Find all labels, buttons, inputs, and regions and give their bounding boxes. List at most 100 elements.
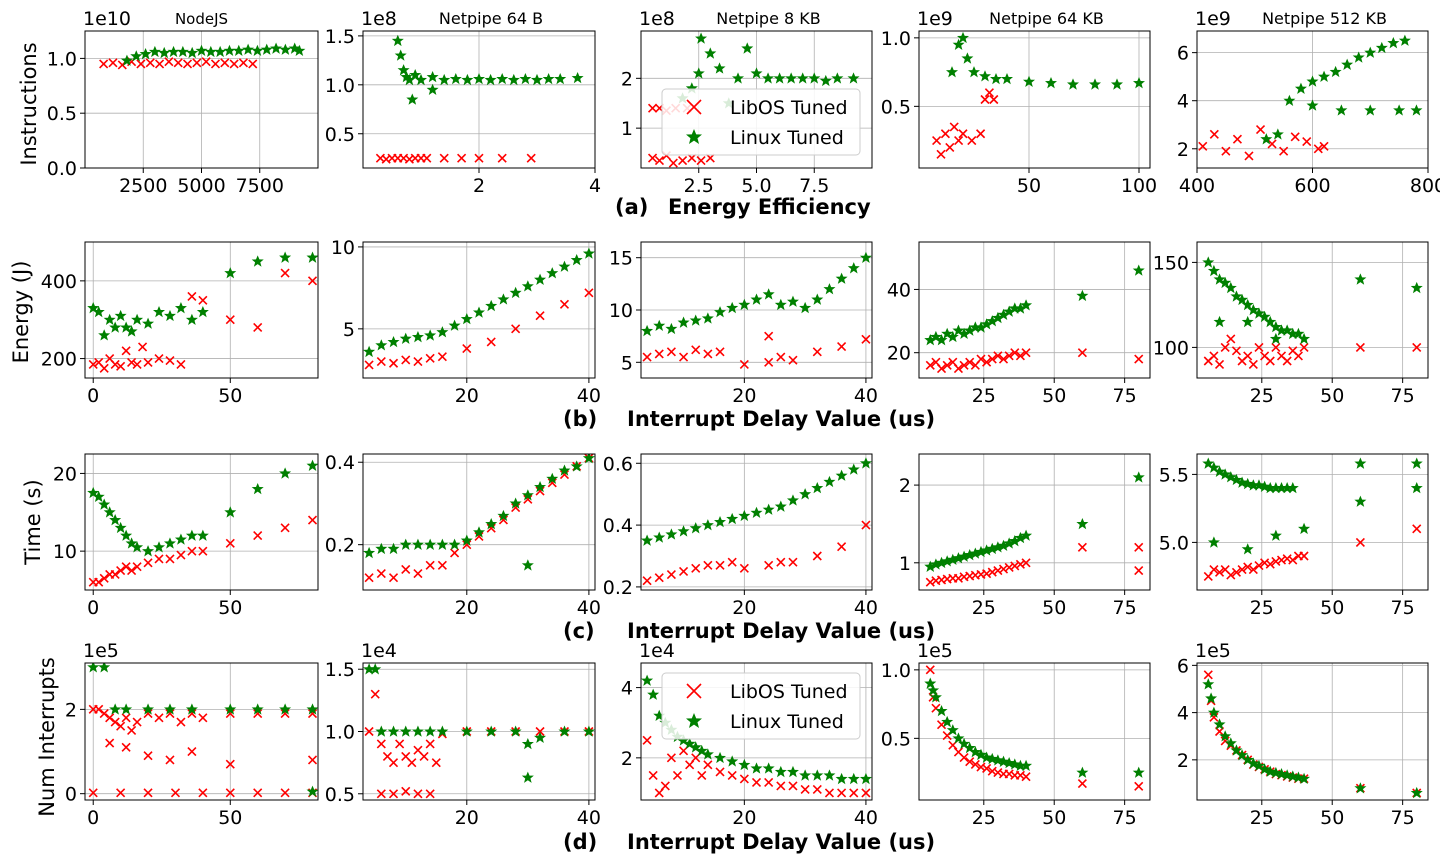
- point-stroke: [1248, 565, 1258, 575]
- point-stroke: [1209, 129, 1219, 139]
- point-libos: [1134, 566, 1144, 576]
- point-linux: [558, 725, 571, 737]
- point-libos: [425, 353, 435, 363]
- point-libos: [105, 713, 115, 723]
- point-libos: [154, 554, 164, 564]
- point-libos: [370, 689, 380, 699]
- point-linux: [1202, 256, 1215, 268]
- point-libos: [984, 88, 994, 98]
- axes-frame: [362, 453, 596, 591]
- point-linux: [835, 469, 848, 481]
- point-libos: [1220, 342, 1230, 352]
- point-linux: [1076, 517, 1089, 530]
- point-stroke: [703, 760, 713, 770]
- point-stroke: [788, 355, 798, 365]
- point-libos: [176, 717, 186, 727]
- point-libos: [395, 739, 405, 749]
- point-libos: [238, 58, 249, 68]
- point-stroke: [989, 94, 999, 105]
- point-linux: [961, 52, 974, 64]
- point-linux: [835, 772, 848, 785]
- point-linux: [1023, 75, 1035, 87]
- point-stroke: [715, 347, 725, 357]
- axes-frame: [640, 662, 873, 801]
- point-stroke: [173, 58, 183, 68]
- point-stroke: [764, 331, 774, 341]
- point-libos: [703, 560, 713, 570]
- point-linux: [750, 506, 763, 519]
- point-linux: [251, 482, 264, 495]
- point-linux: [991, 311, 1004, 324]
- points-c1: [87, 459, 318, 587]
- point-linux: [1241, 315, 1254, 328]
- points-c4: [924, 471, 1145, 587]
- point-stroke: [1243, 562, 1253, 572]
- point-linux: [952, 38, 965, 50]
- point-linux: [823, 475, 836, 488]
- point-linux: [946, 66, 958, 78]
- point-linux: [1003, 305, 1016, 317]
- point-libos: [940, 129, 950, 139]
- point-libos: [1232, 134, 1242, 144]
- point-libos: [1134, 542, 1144, 552]
- point-libos: [143, 558, 153, 568]
- point-linux: [786, 295, 799, 307]
- point-stroke: [642, 735, 652, 745]
- point-linux: [831, 72, 844, 84]
- point-libos: [1265, 356, 1275, 366]
- point-libos: [127, 725, 137, 736]
- point-stroke: [727, 770, 737, 780]
- point-linux: [251, 703, 264, 715]
- point-linux: [1008, 535, 1021, 547]
- point-linux: [1306, 99, 1319, 111]
- point-stroke: [678, 155, 688, 166]
- point-stroke: [1290, 132, 1300, 142]
- point-stroke: [953, 747, 964, 757]
- point-stroke: [666, 347, 676, 357]
- point-linux: [436, 725, 449, 737]
- ytick-label-1: 1.0: [881, 660, 911, 682]
- point-linux: [958, 327, 971, 340]
- point-libos: [1077, 542, 1087, 552]
- point-stroke: [425, 789, 435, 799]
- point-stroke: [1077, 778, 1087, 789]
- yscale-label: 1e5: [1195, 640, 1231, 662]
- yscale-label: 1e9: [1195, 8, 1231, 30]
- point-linux: [811, 293, 824, 305]
- point-stroke: [942, 360, 952, 370]
- point-stroke: [116, 566, 126, 576]
- point-libos: [116, 566, 126, 576]
- axes-frame: [84, 453, 319, 591]
- point-stroke: [739, 359, 749, 369]
- point-linux: [411, 538, 424, 550]
- point-stroke: [116, 361, 126, 371]
- point-stroke: [154, 59, 165, 69]
- point-libos: [764, 777, 774, 788]
- axes-frame: [362, 241, 596, 379]
- point-libos: [116, 721, 126, 731]
- point-linux: [1132, 766, 1145, 778]
- point-linux: [1219, 276, 1232, 289]
- point-linux: [979, 70, 991, 82]
- point-libos: [1077, 348, 1087, 358]
- point-linux: [485, 518, 498, 530]
- point-libos: [376, 789, 386, 799]
- point-libos: [1015, 559, 1025, 569]
- point-libos: [1313, 144, 1323, 154]
- point-libos: [225, 538, 235, 548]
- point-stroke: [143, 357, 153, 368]
- point-libos: [413, 357, 423, 367]
- point-stroke: [1226, 570, 1236, 580]
- point-stroke: [1279, 146, 1289, 156]
- point-linux: [689, 522, 702, 534]
- point-linux: [1354, 782, 1367, 794]
- point-linux: [946, 330, 959, 343]
- point-linux: [582, 247, 595, 259]
- point-stroke: [1237, 565, 1247, 575]
- point-linux: [92, 490, 105, 503]
- point-stroke: [1267, 139, 1277, 149]
- point-linux: [726, 512, 739, 525]
- point-stroke: [861, 334, 871, 344]
- point-linux: [946, 724, 959, 736]
- point-libos: [715, 347, 725, 357]
